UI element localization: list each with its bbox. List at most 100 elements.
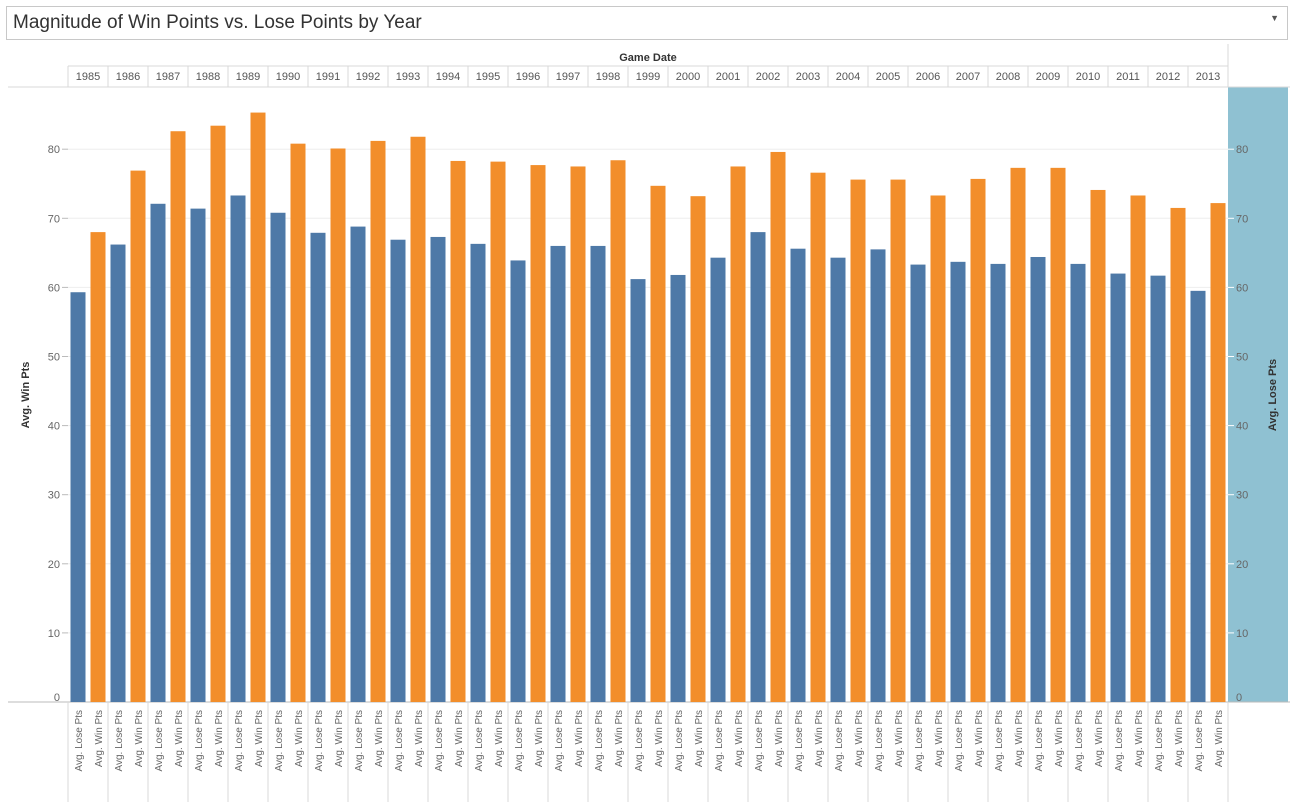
bar-category-label: Avg. Win Pts (1134, 710, 1145, 767)
bar-category-label: Avg. Lose Pts (1074, 710, 1085, 772)
bar-win (530, 165, 546, 702)
bar-win (970, 178, 986, 703)
year-label: 1991 (316, 71, 340, 83)
bar-category-label: Avg. Lose Pts (554, 710, 565, 772)
left-tick-label: 0 (54, 692, 60, 704)
bar-category-label: Avg. Win Pts (1214, 710, 1225, 767)
bar-win (890, 179, 906, 702)
left-tick-label: 30 (48, 490, 60, 502)
bar-category-label: Avg. Win Pts (774, 710, 785, 767)
bar-lose (990, 263, 1006, 702)
bar-lose (190, 208, 206, 702)
bar-win (250, 112, 266, 703)
bar-win (1010, 167, 1026, 702)
left-axis-title: Avg. Win Pts (20, 362, 32, 429)
bar-category-label: Avg. Win Pts (1014, 710, 1025, 767)
bar-category-label: Avg. Lose Pts (74, 710, 85, 772)
year-label: 2005 (876, 71, 900, 83)
bar-category-label: Avg. Lose Pts (314, 710, 325, 772)
bar-win (370, 140, 386, 703)
bar-lose (1030, 256, 1046, 702)
bar-lose (150, 203, 166, 703)
year-label: 2001 (716, 71, 740, 83)
bar-lose (910, 264, 926, 702)
bar-win (130, 170, 146, 702)
bar-category-label: Avg. Lose Pts (1154, 710, 1165, 772)
right-tick-label: 50 (1236, 351, 1248, 363)
bar-category-label: Avg. Win Pts (694, 710, 705, 767)
bar-lose (830, 257, 846, 702)
bar-win (1090, 189, 1106, 702)
bar-win (210, 125, 226, 702)
bar-category-label: Avg. Lose Pts (194, 710, 205, 772)
year-label: 2002 (756, 71, 780, 83)
bar-category-label: Avg. Win Pts (294, 710, 305, 767)
column-header: Game Date (619, 52, 676, 64)
bar-win (410, 136, 426, 702)
year-label: 2000 (676, 71, 700, 83)
bar-win (490, 161, 506, 702)
chevron-down-icon[interactable]: ▼ (1270, 13, 1279, 23)
bar-category-label: Avg. Win Pts (854, 710, 865, 767)
bar-category-label: Avg. Win Pts (94, 710, 105, 767)
year-label: 1985 (76, 71, 100, 83)
bar-category-label: Avg. Win Pts (1174, 710, 1185, 767)
bar-category-label: Avg. Lose Pts (994, 710, 1005, 772)
bar-category-label: Avg. Win Pts (454, 710, 465, 767)
bar-category-label: Avg. Lose Pts (434, 710, 445, 772)
bar-category-label: Avg. Win Pts (1094, 710, 1105, 767)
bar-lose (230, 195, 246, 702)
bar-category-label: Avg. Lose Pts (794, 710, 805, 772)
bar-lose (1070, 263, 1086, 702)
bar-category-label: Avg. Win Pts (174, 710, 185, 767)
year-label: 1998 (596, 71, 620, 83)
bar-lose (70, 292, 86, 702)
bar-win (170, 131, 186, 702)
bar-category-label: Avg. Win Pts (494, 710, 505, 767)
bar-win (290, 143, 306, 703)
bar-category-label: Avg. Win Pts (134, 710, 145, 767)
bar-win (1130, 195, 1146, 702)
bar-lose (670, 274, 686, 702)
right-tick-label: 40 (1236, 421, 1248, 433)
bar-lose (310, 232, 326, 702)
right-tick-label: 70 (1236, 213, 1248, 225)
bar-category-label: Avg. Win Pts (334, 710, 345, 767)
left-tick-label: 10 (48, 628, 60, 640)
left-tick-label: 20 (48, 559, 60, 571)
bar-win (690, 196, 706, 702)
year-label: 1992 (356, 71, 380, 83)
year-label: 2008 (996, 71, 1020, 83)
left-tick-label: 70 (48, 213, 60, 225)
bar-lose (550, 245, 566, 702)
year-label: 2004 (836, 71, 860, 83)
bar-lose (390, 239, 406, 702)
year-label: 1995 (476, 71, 500, 83)
bar-category-label: Avg. Lose Pts (354, 710, 365, 772)
bar-lose (510, 260, 526, 702)
page-title: Magnitude of Win Points vs. Lose Points … (13, 12, 422, 33)
year-label: 1999 (636, 71, 660, 83)
year-label: 1993 (396, 71, 420, 83)
bar-category-label: Avg. Lose Pts (674, 710, 685, 772)
bar-category-label: Avg. Lose Pts (1194, 710, 1205, 772)
bar-lose (470, 243, 486, 702)
bar-lose (110, 244, 126, 702)
year-label: 1987 (156, 71, 180, 83)
bar-lose (870, 249, 886, 702)
year-label: 2012 (1156, 71, 1180, 83)
bar-lose (430, 236, 446, 702)
bar-category-label: Avg. Lose Pts (874, 710, 885, 772)
bar-win (570, 166, 586, 702)
bar-category-label: Avg. Win Pts (934, 710, 945, 767)
year-label: 2007 (956, 71, 980, 83)
bar-category-label: Avg. Lose Pts (114, 710, 125, 772)
bar-category-label: Avg. Lose Pts (594, 710, 605, 772)
bar-win (610, 160, 626, 702)
bar-category-label: Avg. Lose Pts (514, 710, 525, 772)
year-label: 2009 (1036, 71, 1060, 83)
right-axis-title: Avg. Lose Pts (1267, 359, 1279, 431)
right-tick-label: 10 (1236, 628, 1248, 640)
bar-lose (590, 245, 606, 702)
